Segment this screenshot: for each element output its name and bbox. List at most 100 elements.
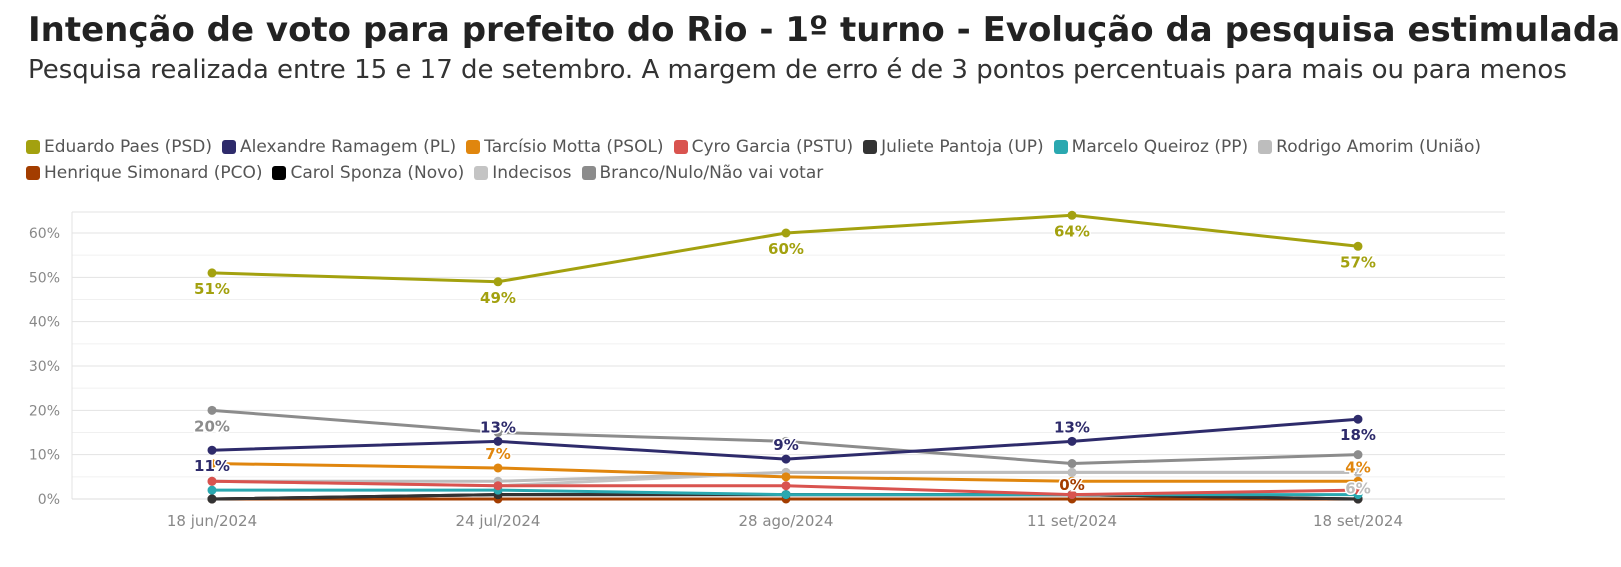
data-point[interactable] [493, 428, 503, 437]
series-line [207, 459, 1363, 486]
data-point[interactable] [1067, 490, 1077, 500]
data-point[interactable] [493, 277, 503, 287]
data-point[interactable] [1067, 210, 1077, 220]
data-point[interactable] [207, 485, 217, 495]
legend-item-indecisos[interactable]: Indecisos [474, 163, 572, 183]
data-label: 51% [194, 280, 230, 298]
legend-swatch [581, 166, 596, 180]
legend-swatch [272, 166, 287, 180]
data-point[interactable] [1067, 467, 1077, 477]
data-label: 9% [773, 436, 798, 454]
legend-label: Eduardo Paes (PSD) [44, 137, 213, 157]
legend-item-juliete-pantoja[interactable]: Juliete Pantoja (UP) [863, 137, 1044, 157]
x-tick-label: 11 set/2024 [1027, 512, 1117, 530]
series-line [207, 414, 1363, 464]
legend-swatch [863, 140, 878, 154]
data-label: 4% [1345, 458, 1370, 476]
legend-item-eduardo-paes[interactable]: Eduardo Paes (PSD) [26, 137, 212, 157]
data-point[interactable] [207, 459, 217, 469]
x-tick-label: 18 jun/2024 [167, 512, 257, 530]
data-label: 20% [194, 417, 230, 435]
data-label: 6% [1345, 479, 1370, 497]
data-point[interactable] [493, 481, 503, 491]
legend-label: Juliete Pantoja (UP) [881, 137, 1044, 157]
legend-item-rodrigo-amorim[interactable]: Rodrigo Amorim (União) [1258, 137, 1481, 157]
data-point[interactable] [1067, 476, 1077, 486]
legend-label: Tarcísio Motta (PSOL) [484, 137, 664, 157]
data-point[interactable] [207, 268, 217, 278]
legend-item-tarcisio-motta[interactable]: Tarcísio Motta (PSOL) [466, 137, 664, 157]
data-label: 13% [1054, 418, 1090, 436]
legend-item-carol-sponza[interactable]: Carol Sponza (Novo) [272, 163, 464, 183]
y-tick-label: 0% [38, 492, 60, 508]
y-tick-label: 30% [29, 359, 60, 375]
legend-label: Henrique Simonard (PCO) [44, 163, 263, 183]
data-point[interactable] [1067, 459, 1077, 469]
legend-label: Marcelo Queiroz (PP) [1071, 137, 1249, 157]
legend-label: Alexandre Ramagem (PL) [240, 137, 457, 157]
legend-swatch [1053, 140, 1068, 154]
data-point[interactable] [1353, 467, 1363, 477]
data-point[interactable] [781, 481, 791, 491]
legend-item-marcelo-queiroz[interactable]: Marcelo Queiroz (PP) [1053, 137, 1249, 157]
data-point[interactable] [1067, 436, 1077, 446]
data-label: 60% [768, 240, 804, 258]
data-label: 64% [1054, 222, 1090, 240]
series-line [207, 476, 1363, 500]
legend-label: Indecisos [492, 163, 572, 183]
data-point[interactable] [781, 454, 791, 464]
data-point[interactable] [781, 228, 791, 238]
x-tick-label: 24 jul/2024 [456, 512, 541, 530]
legend-item-henrique-simonard[interactable]: Henrique Simonard (PCO) [26, 163, 262, 183]
data-point[interactable] [781, 472, 791, 482]
legend-label: Branco/Nulo/Não vai votar [599, 163, 824, 183]
x-tick-label: 28 ago/2024 [739, 512, 834, 530]
data-point[interactable] [1353, 414, 1363, 424]
data-point[interactable] [207, 405, 217, 415]
y-tick-label: 10% [29, 448, 60, 464]
data-point[interactable] [207, 445, 217, 455]
data-point[interactable] [1353, 476, 1363, 486]
legend-item-alexandre-ramagem[interactable]: Alexandre Ramagem (PL) [222, 137, 456, 157]
data-point[interactable] [493, 463, 503, 473]
legend-swatch [673, 140, 688, 154]
legend-item-cyro-garcia[interactable]: Cyro Garcia (PSTU) [673, 137, 854, 157]
legend-row-2: Henrique Simonard (PCO) Carol Sponza (No… [26, 160, 1606, 186]
y-tick-label: 40% [29, 315, 60, 331]
data-point[interactable] [1353, 450, 1363, 460]
data-point[interactable] [207, 494, 217, 504]
legend-row-1: Eduardo Paes (PSD) Alexandre Ramagem (PL… [26, 134, 1606, 160]
x-tick-label: 18 set/2024 [1313, 512, 1403, 530]
legend-swatch [222, 140, 237, 154]
data-label: 49% [480, 289, 516, 307]
chart-title: Intenção de voto para prefeito do Rio - … [28, 10, 1621, 50]
data-label: 11% [194, 457, 230, 475]
data-point[interactable] [781, 436, 791, 446]
legend-swatch [26, 166, 40, 180]
data-label: 7% [485, 445, 510, 463]
legend-item-branco-nulo[interactable]: Branco/Nulo/Não vai votar [581, 163, 824, 183]
chart-legend: Eduardo Paes (PSD) Alexandre Ramagem (PL… [26, 134, 1606, 186]
y-tick-label: 20% [29, 403, 60, 419]
data-label: 18% [1340, 426, 1376, 444]
y-tick-label: 60% [29, 226, 60, 242]
legend-label: Carol Sponza (Novo) [290, 163, 465, 183]
legend-label: Rodrigo Amorim (União) [1276, 137, 1481, 157]
data-label: 0% [1059, 476, 1084, 494]
data-point[interactable] [493, 436, 503, 446]
data-point[interactable] [207, 476, 217, 486]
series-line [207, 210, 1363, 287]
legend-label: Cyro Garcia (PSTU) [691, 137, 854, 157]
y-tick-label: 50% [29, 270, 60, 286]
legend-swatch [466, 140, 481, 154]
data-label: 57% [1340, 253, 1376, 271]
data-point[interactable] [1353, 485, 1363, 495]
legend-swatch [26, 140, 40, 154]
legend-swatch [474, 166, 489, 180]
data-point[interactable] [781, 490, 791, 500]
chart-subtitle: Pesquisa realizada entre 15 e 17 de sete… [28, 55, 1567, 85]
legend-swatch [1258, 140, 1273, 154]
data-label: 13% [480, 418, 516, 436]
data-point[interactable] [1353, 241, 1363, 251]
